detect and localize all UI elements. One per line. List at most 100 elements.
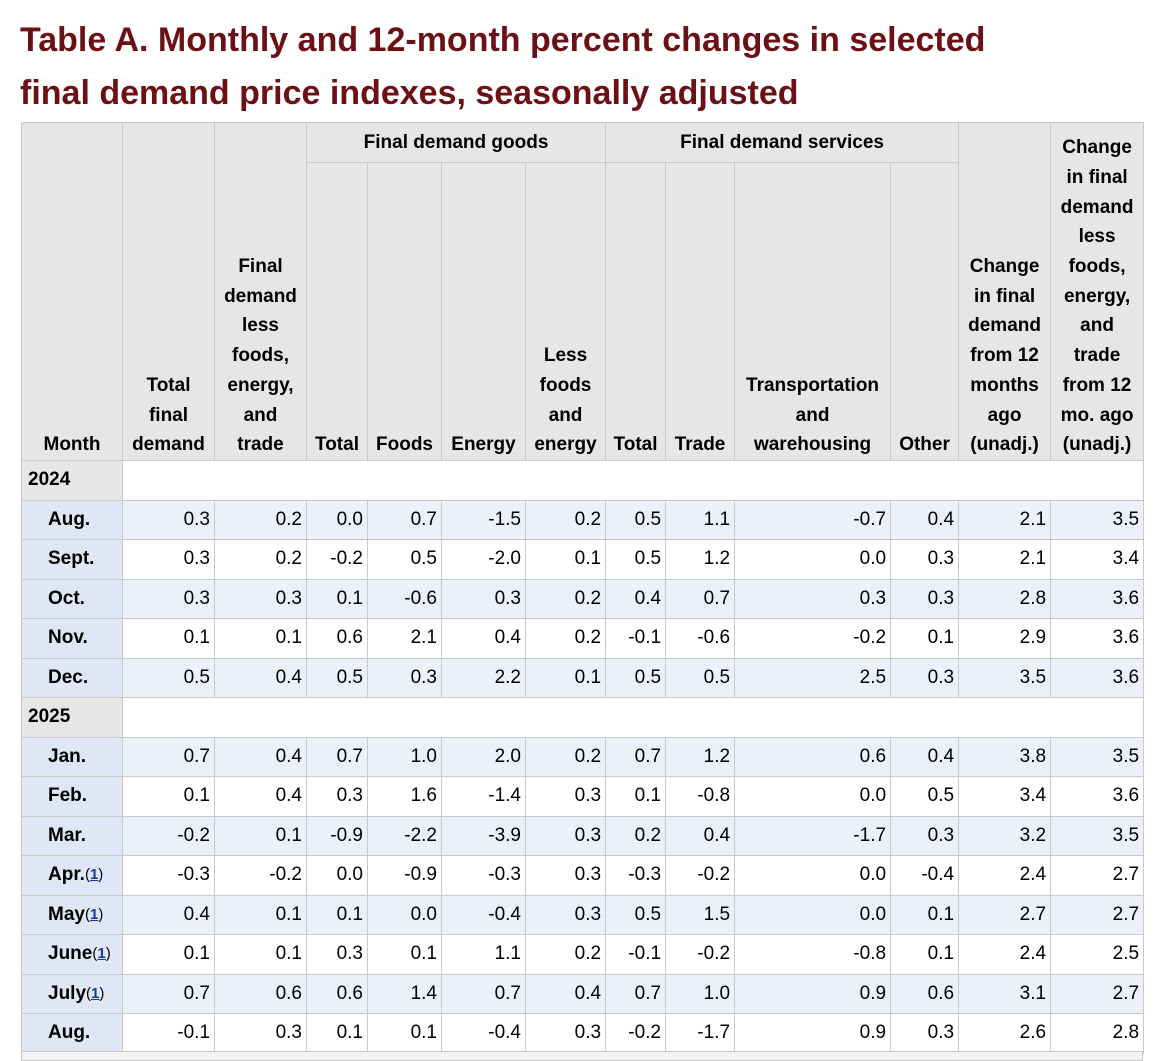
table-cell: 0.7	[665, 578, 736, 619]
table-cell: 0.3	[214, 1013, 307, 1054]
footnote-paren: )	[98, 905, 104, 923]
row-month: Aug.	[21, 499, 123, 540]
table-row: June(1) 0.1 0.1 0.3 0.1 1.1 0.2 -0.1 -0.2 -0.8 0.1…	[21, 934, 1145, 975]
table-cell: 1.1	[665, 499, 736, 540]
table-cell: 0.2	[524, 618, 607, 659]
header-change-less-12-month: Change in final demand less foods, energy, and…	[1050, 122, 1145, 461]
table-row: Sept. 0.3 0.2 -0.2 0.5 -2.0 0.1 0.5 1.2 0.0 0.3 2.1…	[21, 539, 1145, 580]
table-cell: 0.4	[890, 736, 960, 777]
table-cell: -0.4	[441, 1013, 526, 1054]
table-cell: 0.4	[214, 776, 307, 817]
table-cell: 0.9	[734, 1013, 892, 1054]
table-cell: 0.3	[441, 578, 526, 619]
header-line: energy,	[227, 374, 294, 396]
header-group-services: Final demand services	[605, 122, 960, 163]
table-cell: 1.4	[367, 973, 442, 1014]
table-row: May(1) 0.4 0.1 0.1 0.0 -0.4 0.3 0.5 1.5 0.0 0.1 2.7…	[21, 894, 1145, 935]
table-cell: 0.0	[306, 499, 368, 540]
footnote-link[interactable]: 1	[89, 905, 99, 923]
table-cell: -0.2	[214, 855, 307, 896]
table-cell: -0.7	[734, 499, 892, 540]
table-cell: -0.9	[306, 815, 368, 856]
footnote-link[interactable]: 1	[91, 984, 100, 1002]
row-month: Jan.	[21, 736, 123, 777]
table-cell: 0.5	[605, 499, 667, 540]
table-cell: 3.8	[958, 736, 1052, 777]
table-cell: 0.5	[367, 539, 442, 580]
table-cell: 0.4	[441, 618, 526, 659]
table-cell: 0.3	[306, 776, 368, 817]
table-cell: 0.1	[214, 894, 307, 935]
header-line: and	[1080, 315, 1114, 337]
month-label: Sept.	[48, 548, 95, 570]
table-cell: 2.7	[1050, 855, 1145, 896]
table-cell: 2.5	[1050, 934, 1145, 975]
table-cell: 0.1	[524, 657, 607, 698]
table-cell: 2.9	[958, 618, 1052, 659]
table-cell: 0.3	[734, 578, 892, 619]
table-cell: 0.1	[890, 618, 960, 659]
header-total-final-demand: Total final demand	[122, 122, 215, 461]
table-cell: -0.6	[367, 578, 442, 619]
header-final-demand-less: Final demand less foods, energy, and trade	[214, 122, 307, 461]
table-cell: 0.1	[890, 934, 960, 975]
month-label: Dec.	[48, 666, 89, 688]
table-cell: 0.7	[367, 499, 442, 540]
table-cell: 0.4	[890, 499, 960, 540]
table-cell: 2.1	[367, 618, 442, 659]
table-cell: 3.5	[1050, 815, 1145, 856]
table-cell: 0.0	[734, 894, 892, 935]
table-cell: 2.8	[958, 578, 1052, 619]
header-goods-total: Total	[306, 162, 368, 461]
table-cell: -0.9	[367, 855, 442, 896]
table-cell: 0.3	[890, 578, 960, 619]
table-cell: 0.2	[524, 934, 607, 975]
table-cell: -0.3	[122, 855, 215, 896]
table-cell: 2.4	[958, 855, 1052, 896]
table-cell: 0.5	[890, 776, 960, 817]
section-year: 2024	[21, 460, 123, 501]
table-cell: 3.6	[1050, 618, 1145, 659]
table-cell: 0.2	[524, 578, 607, 619]
table-cell: 0.1	[214, 815, 307, 856]
table-title-line-2: final demand price indexes, seasonally a…	[20, 74, 799, 112]
table-cell: 2.1	[958, 499, 1052, 540]
header-line: less	[1078, 226, 1116, 248]
table-title-line-1: Table A. Monthly and 12-month percent ch…	[20, 21, 986, 59]
table-cell: 0.1	[306, 894, 368, 935]
header-line: energy,	[1063, 285, 1131, 307]
table-cell: 0.2	[524, 736, 607, 777]
table-cell: -2.2	[367, 815, 442, 856]
table-row: Mar. -0.2 0.1 -0.9 -2.2 -3.9 0.3 0.2 0.4 -1.7 0.3 3…	[21, 815, 1145, 856]
footnote-link[interactable]: 1	[89, 866, 99, 884]
header-line: Change	[969, 256, 1040, 278]
header-line: foods,	[1068, 256, 1126, 278]
section-row-2025: 2025	[21, 697, 1145, 738]
table-cell: 0.3	[524, 776, 607, 817]
table-cell: 0.0	[734, 855, 892, 896]
row-month: Dec.	[21, 657, 123, 698]
footnote-paren: )	[99, 984, 105, 1002]
table-cell: 0.7	[122, 736, 215, 777]
table-cell: 0.2	[605, 815, 667, 856]
header-line: foods,	[232, 345, 289, 367]
table-cell: 0.0	[367, 894, 442, 935]
table-cell: 0.3	[122, 499, 215, 540]
table-cell: -2.0	[441, 539, 526, 580]
table-cell: 0.4	[214, 736, 307, 777]
header-line: from 12	[970, 345, 1039, 367]
table-cell: 2.2	[441, 657, 526, 698]
month-label: July	[48, 982, 87, 1004]
table-cell: 0.6	[890, 973, 960, 1014]
table-cell: 0.3	[214, 578, 307, 619]
header-line: (unadj.)	[1062, 434, 1132, 456]
section-spacer	[122, 697, 1145, 738]
table-cell: 0.5	[605, 894, 667, 935]
footnote-link[interactable]: 1	[97, 945, 106, 963]
header-line: trade	[1073, 345, 1121, 367]
row-month: Aug.	[21, 1013, 123, 1054]
table-cell: 0.3	[890, 815, 960, 856]
table-header: Month Total final demand Final demand less fo…	[21, 122, 1145, 461]
table-cell: 3.6	[1050, 776, 1145, 817]
table-cell: -3.9	[441, 815, 526, 856]
